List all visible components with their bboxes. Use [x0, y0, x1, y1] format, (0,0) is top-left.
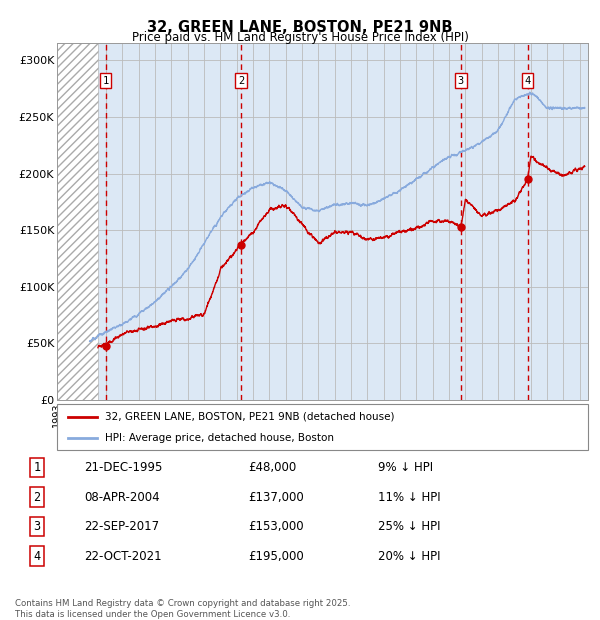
Bar: [57, 43, 98, 400]
Text: 32, GREEN LANE, BOSTON, PE21 9NB: 32, GREEN LANE, BOSTON, PE21 9NB: [147, 20, 453, 35]
Text: 2: 2: [33, 490, 40, 503]
Text: 21-DEC-1995: 21-DEC-1995: [84, 461, 163, 474]
Text: Contains HM Land Registry data © Crown copyright and database right 2025.
This d: Contains HM Land Registry data © Crown c…: [15, 600, 350, 619]
Text: 22-SEP-2017: 22-SEP-2017: [84, 520, 159, 533]
Text: 9% ↓ HPI: 9% ↓ HPI: [378, 461, 433, 474]
Text: 25% ↓ HPI: 25% ↓ HPI: [378, 520, 440, 533]
Text: Price paid vs. HM Land Registry's House Price Index (HPI): Price paid vs. HM Land Registry's House …: [131, 31, 469, 44]
Text: 4: 4: [524, 76, 530, 86]
Text: 1: 1: [103, 76, 109, 86]
Text: 3: 3: [33, 520, 40, 533]
Text: £195,000: £195,000: [248, 550, 304, 563]
Text: £48,000: £48,000: [248, 461, 296, 474]
Text: 11% ↓ HPI: 11% ↓ HPI: [378, 490, 440, 503]
Text: 2: 2: [238, 76, 244, 86]
Text: £137,000: £137,000: [248, 490, 304, 503]
Text: 3: 3: [458, 76, 464, 86]
Text: 08-APR-2004: 08-APR-2004: [84, 490, 160, 503]
Text: 1: 1: [33, 461, 40, 474]
Point: [101, 340, 110, 350]
Text: 32, GREEN LANE, BOSTON, PE21 9NB (detached house): 32, GREEN LANE, BOSTON, PE21 9NB (detach…: [105, 412, 394, 422]
Text: 20% ↓ HPI: 20% ↓ HPI: [378, 550, 440, 563]
Text: 4: 4: [33, 550, 40, 563]
Point: [236, 240, 246, 250]
Text: £153,000: £153,000: [248, 520, 304, 533]
Point: [456, 222, 466, 232]
Text: HPI: Average price, detached house, Boston: HPI: Average price, detached house, Bost…: [105, 433, 334, 443]
Point: [523, 174, 532, 184]
Text: 22-OCT-2021: 22-OCT-2021: [84, 550, 161, 563]
